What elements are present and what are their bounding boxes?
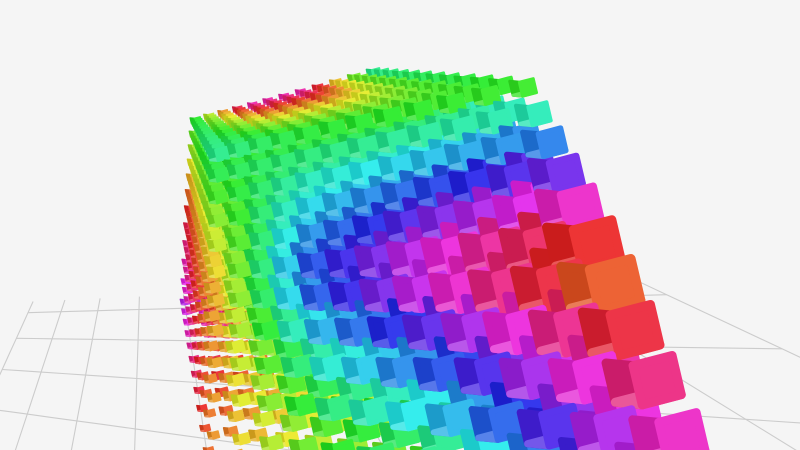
voxel-cube-cloud <box>179 67 710 450</box>
